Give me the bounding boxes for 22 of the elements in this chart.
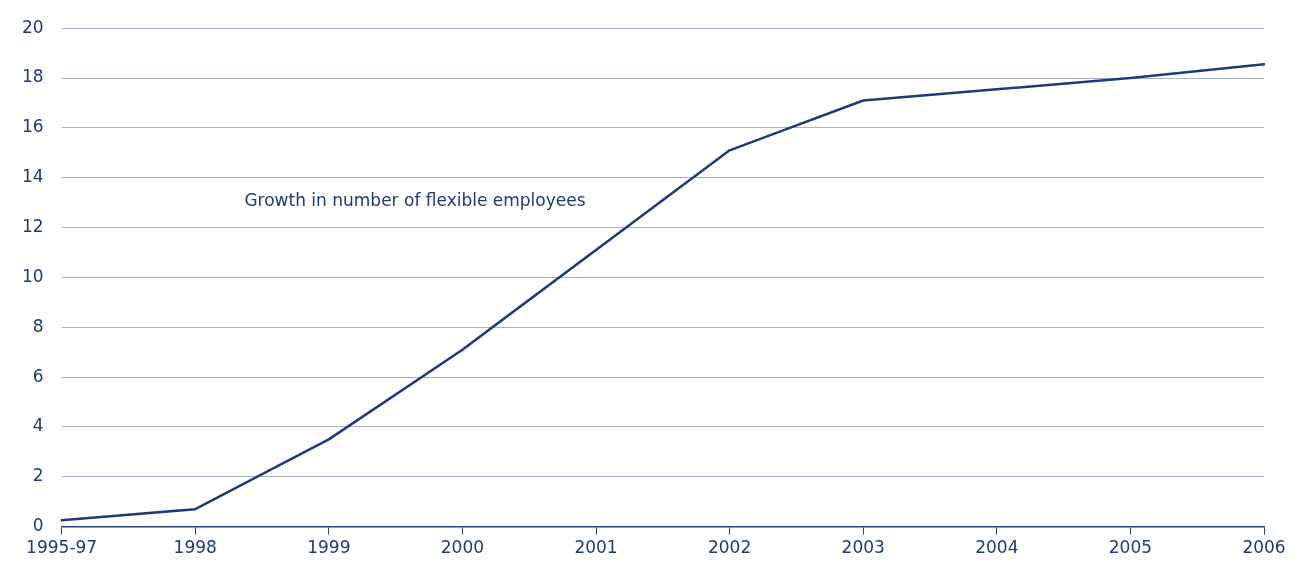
y-tick-label: 0: [32, 515, 44, 536]
x-tick-label: 2005: [1108, 537, 1153, 558]
x-tick-label: 1995-97: [26, 537, 98, 558]
y-tick-label: 20: [21, 16, 44, 37]
x-tick-label: 1998: [173, 537, 217, 558]
x-tick-label: 2001: [574, 537, 618, 558]
y-tick-label: 6: [32, 365, 44, 386]
x-tick-label: 1999: [307, 537, 351, 558]
y-tick-label: 10: [21, 265, 44, 286]
y-tick-label: 12: [21, 215, 44, 236]
x-tick-label: 2006: [1242, 537, 1286, 558]
x-tick-label: 2002: [707, 537, 752, 558]
x-tick-label: 2003: [841, 537, 885, 558]
y-tick-label: 4: [32, 415, 44, 436]
x-tick-label: 2004: [975, 537, 1019, 558]
y-tick-label: 2: [32, 465, 44, 486]
x-tick-label: 2000: [440, 537, 485, 558]
text: Growth in number of flexible employees: [244, 189, 586, 210]
y-tick-label: 18: [21, 66, 44, 87]
y-tick-label: 16: [21, 116, 44, 137]
y-tick-label: 8: [32, 315, 44, 336]
y-tick-label: 14: [21, 166, 44, 187]
